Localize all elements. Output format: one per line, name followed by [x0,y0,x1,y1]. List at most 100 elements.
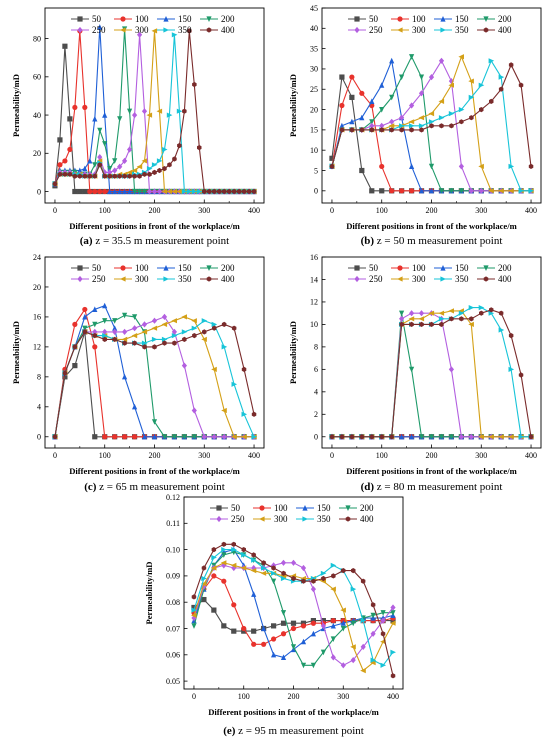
data-point [329,163,335,169]
data-point [147,171,152,177]
data-point [112,434,118,440]
legend-entry-400: 400 [200,274,235,284]
data-point [409,433,415,440]
x-tick-label: 0 [192,692,196,701]
legend-entry-350: 350 [157,274,192,284]
legend-entry-250: 250 [71,25,106,35]
panel-caption: (e) z = 95 m measurement point [223,725,364,737]
legend-entry-150: 150 [157,263,192,273]
data-point [107,188,113,195]
data-point [156,158,163,164]
data-point [488,310,495,316]
x-tick-label: 100 [376,451,388,460]
y-tick-label: 2 [314,410,318,419]
data-point [310,630,316,637]
data-point [231,325,237,331]
legend-entry-300: 300 [391,25,426,35]
data-point [458,433,464,440]
data-point [438,115,445,121]
data-point [72,188,78,195]
panel-e: 0 100 200 300 400 0.05 0.06 0.07 0.08 0.09 0.10 0.1… [144,493,404,737]
data-point [151,419,158,425]
legend-marker [483,27,489,33]
data-point [82,306,88,313]
data-point [340,662,346,669]
data-point [508,62,514,68]
data-point [211,433,217,440]
data-point [62,374,68,380]
y-tick-label: 0.07 [166,624,180,633]
data-point [270,623,277,629]
data-point [479,310,484,316]
data-point [57,137,63,143]
y-tick-label: 8 [37,373,41,382]
data-point [260,570,267,576]
legend-marker [483,16,489,22]
data-point [399,114,405,121]
data-point [468,78,474,84]
data-point [241,552,247,558]
legend-marker [354,26,360,34]
data-point [137,173,142,179]
data-point [151,317,158,324]
data-point [212,188,217,195]
legend-label: 350 [455,25,469,35]
data-point [72,173,78,179]
legend-entry-300: 300 [114,274,149,284]
data-point [409,310,415,317]
data-point [349,118,355,125]
legend-entry-300: 300 [391,274,426,284]
data-point [409,366,415,373]
y-tick-label: 12 [33,343,41,352]
data-point [132,112,138,119]
data-point [141,158,148,164]
data-point [211,321,218,327]
legend-label: 100 [135,14,149,24]
data-point [152,344,157,350]
data-point [478,82,485,88]
data-point [82,329,88,335]
x-tick-label: 0 [330,451,334,460]
data-point [271,651,277,658]
legend-entry-100: 100 [391,263,426,273]
legend: 50 100 150 200 250 300 350 400 [348,263,512,284]
data-point [231,541,236,547]
data-point [331,573,336,579]
panel-caption-text: z = 50 m measurement point [374,235,502,247]
legend-label: 150 [178,263,192,273]
data-point [448,82,454,88]
y-tick-label: 10 [310,146,318,155]
data-point [191,325,198,331]
data-point [191,623,197,629]
data-point [438,188,445,194]
data-point [107,173,112,179]
data-point [187,28,192,34]
data-point [82,173,88,179]
data-point [359,90,365,96]
data-point [320,570,327,576]
data-point [290,559,297,566]
data-point [448,434,454,440]
data-point [166,112,173,118]
data-point [251,434,257,440]
data-point [221,407,227,414]
data-point [161,321,168,327]
data-point [359,434,365,440]
data-point [390,618,396,624]
axes-frame [183,496,404,690]
legend-entry-200: 200 [200,14,235,24]
data-point [172,340,177,346]
data-point [379,163,385,170]
data-point [458,310,465,316]
data-point [201,575,207,582]
panel-b: 0 100 200 300 400 0 5 10 15 20 25 30 35 40 45 Different… [288,4,542,247]
data-point [369,127,374,133]
x-tick-label: 100 [99,206,111,215]
legend-label: 200 [360,503,374,513]
data-point [210,565,217,571]
legend-label: 150 [317,503,331,513]
plot-area [329,305,534,440]
data-point [428,119,435,125]
data-point [151,325,158,331]
